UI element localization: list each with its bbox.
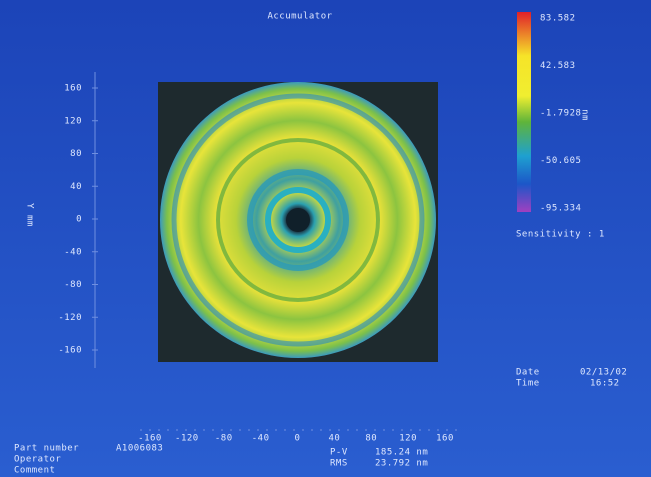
time: 16:52 [590, 379, 620, 389]
x-tick-label: 120 [399, 434, 417, 444]
x-tick-label: -80 [215, 434, 233, 444]
colorbar-label: -1.7928 [540, 109, 581, 119]
colorbar-label: -50.605 [540, 156, 581, 166]
center-hole [286, 208, 310, 232]
pv: 185.24 nm [375, 448, 428, 458]
y-tick-label: 40 [70, 182, 82, 192]
colorbar-label: 83.582 [540, 14, 576, 24]
comment-label: Comment [14, 466, 55, 476]
date: 02/13/02 [580, 368, 627, 378]
operator-label: Operator [14, 455, 61, 465]
x-tick-label: -160 [138, 434, 162, 444]
rms: 23.792 nm [375, 459, 428, 469]
colorbar-label: 42.583 [540, 61, 576, 71]
y-tick-label: -120 [58, 313, 82, 323]
y-tick-label: 80 [70, 149, 82, 159]
y-tick-label: -40 [64, 247, 82, 257]
time-label: Time [516, 379, 540, 389]
rms-label: RMS [330, 459, 348, 469]
part-number: A1006083 [116, 444, 163, 454]
sensitivity: Sensitivity : 1 [516, 230, 605, 240]
date-label: Date [516, 368, 540, 378]
title: Accumulator [267, 12, 332, 22]
x-tick-label: -40 [252, 434, 270, 444]
x-tick-label: 0 [295, 434, 301, 444]
y-tick-label: -80 [64, 280, 82, 290]
y-tick-label: 160 [64, 84, 82, 94]
y-tick-label: 120 [64, 116, 82, 126]
x-tick-label: 80 [365, 434, 377, 444]
x-tick-label: -120 [175, 434, 199, 444]
y-tick-label: 0 [76, 215, 82, 225]
pv-label: P-V [330, 448, 348, 458]
instrument-screen: Accumulator nm Sensitivity : 1 Y mm Date… [0, 0, 651, 477]
colorbar-label: -95.334 [540, 204, 581, 214]
y-tick-label: -160 [58, 346, 82, 356]
part-number-label: Part number [14, 444, 79, 454]
x-tick-label: 40 [328, 434, 340, 444]
x-tick-label: 160 [436, 434, 454, 444]
y-axis-label: Y mm [25, 203, 35, 227]
colorbar [517, 12, 531, 212]
